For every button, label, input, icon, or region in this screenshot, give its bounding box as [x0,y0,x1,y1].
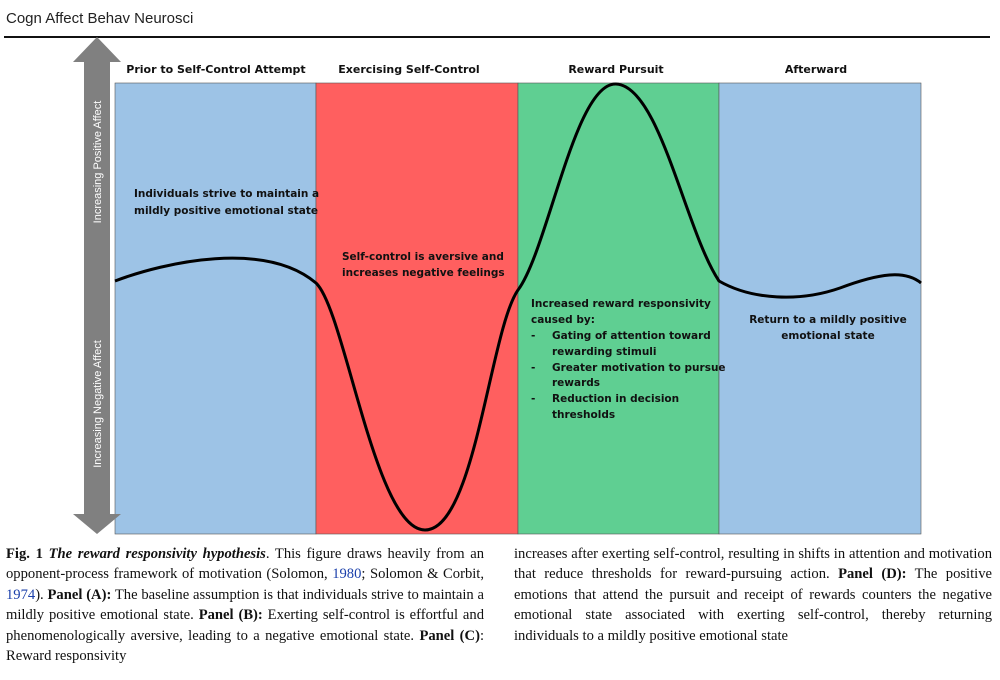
caption-panel-c-text-start: : Reward responsivity [6,627,484,665]
caption-panel-c-text-end: increases after exerting self-control, r… [514,546,992,583]
caption-panel-a-text: The baseline assumption is that individu… [6,586,484,624]
panel-c-bullet-3-line-2: thresholds [552,409,615,421]
panel-c-bullet-dash-2: - [531,362,535,374]
panel-b-text-line-1: Self-control is aversive and [342,251,504,263]
figure: Prior to Self-Control Attempt Exercising… [73,37,922,535]
panel-c-bullet-1-line-1: Gating of attention toward [552,330,711,342]
panel-c-bullet-dash-3: - [531,393,535,405]
panel-c-text-line-1: Increased reward responsivity [531,298,711,310]
panel-c-title: Reward Pursuit [568,63,663,76]
panel-d-background [718,82,922,535]
panel-c-bullet-3-line-1: Reduction in decision [552,393,679,405]
panel-c-bullet-2-line-1: Greater motivation to pursue [552,362,726,374]
journal-header: Cogn Affect Behav Neurosci [6,10,194,27]
caption-text-3: ). [35,586,48,603]
caption-text-2: ; Solomon & Corbit, [361,566,485,583]
citation-solomon-corbit-1974[interactable]: 1974 [6,586,36,603]
caption-panel-c-label: Panel (C) [419,627,480,644]
caption-right-column: increases after exerting self-control, r… [514,544,992,646]
panel-c-bullet-dash-1: - [531,330,535,342]
caption-panel-d-text: The positive emotions that attend the pu… [514,566,992,644]
caption-fig-label: Fig. 1 [6,546,43,562]
panel-d-text-line-1: Return to a mildly positive [749,314,907,326]
panel-b-text-line-2: increases negative feelings [342,267,505,279]
panel-b-title: Exercising Self-Control [338,63,479,76]
panel-c-background [517,82,720,535]
panel-a-background [114,82,317,535]
caption-panel-d-label: Panel (D): [838,566,907,583]
caption-text-1: . This figure draws heavily from an oppo… [6,546,484,583]
affect-double-arrow: Increasing Positive Affect Increasing Ne… [73,37,121,534]
caption-panel-a-label: Panel (A): [47,586,112,603]
caption-fig-title: The reward responsivity hypothesis [48,546,266,562]
header-rule [4,36,990,38]
caption-panel-b-label: Panel (B): [198,607,263,624]
panel-c-text-line-2: caused by: [531,314,595,326]
panel-b-background [315,82,519,535]
affect-curve [114,82,922,532]
panel-c-bullet-2-line-2: rewards [552,377,600,389]
panel-a-text-line-2: mildly positive emotional state [134,205,318,217]
panel-c-bullet-1-line-2: rewarding stimuli [552,346,657,358]
panel-a-text-line-1: Individuals strive to maintain a [134,188,319,200]
caption-panel-b-text: Exerting self-control is effortful and p… [6,607,484,644]
panel-d-title: Afterward [785,63,847,76]
panel-d-text-line-2: emotional state [781,330,874,342]
citation-solomon-1980[interactable]: 1980 [332,566,362,583]
panel-a-title: Prior to Self-Control Attempt [126,63,305,76]
negative-affect-label: Increasing Negative Affect [92,340,104,468]
positive-affect-label: Increasing Positive Affect [92,101,104,224]
caption-left-column: Fig. 1 The reward responsivity hypothesi… [6,544,484,666]
